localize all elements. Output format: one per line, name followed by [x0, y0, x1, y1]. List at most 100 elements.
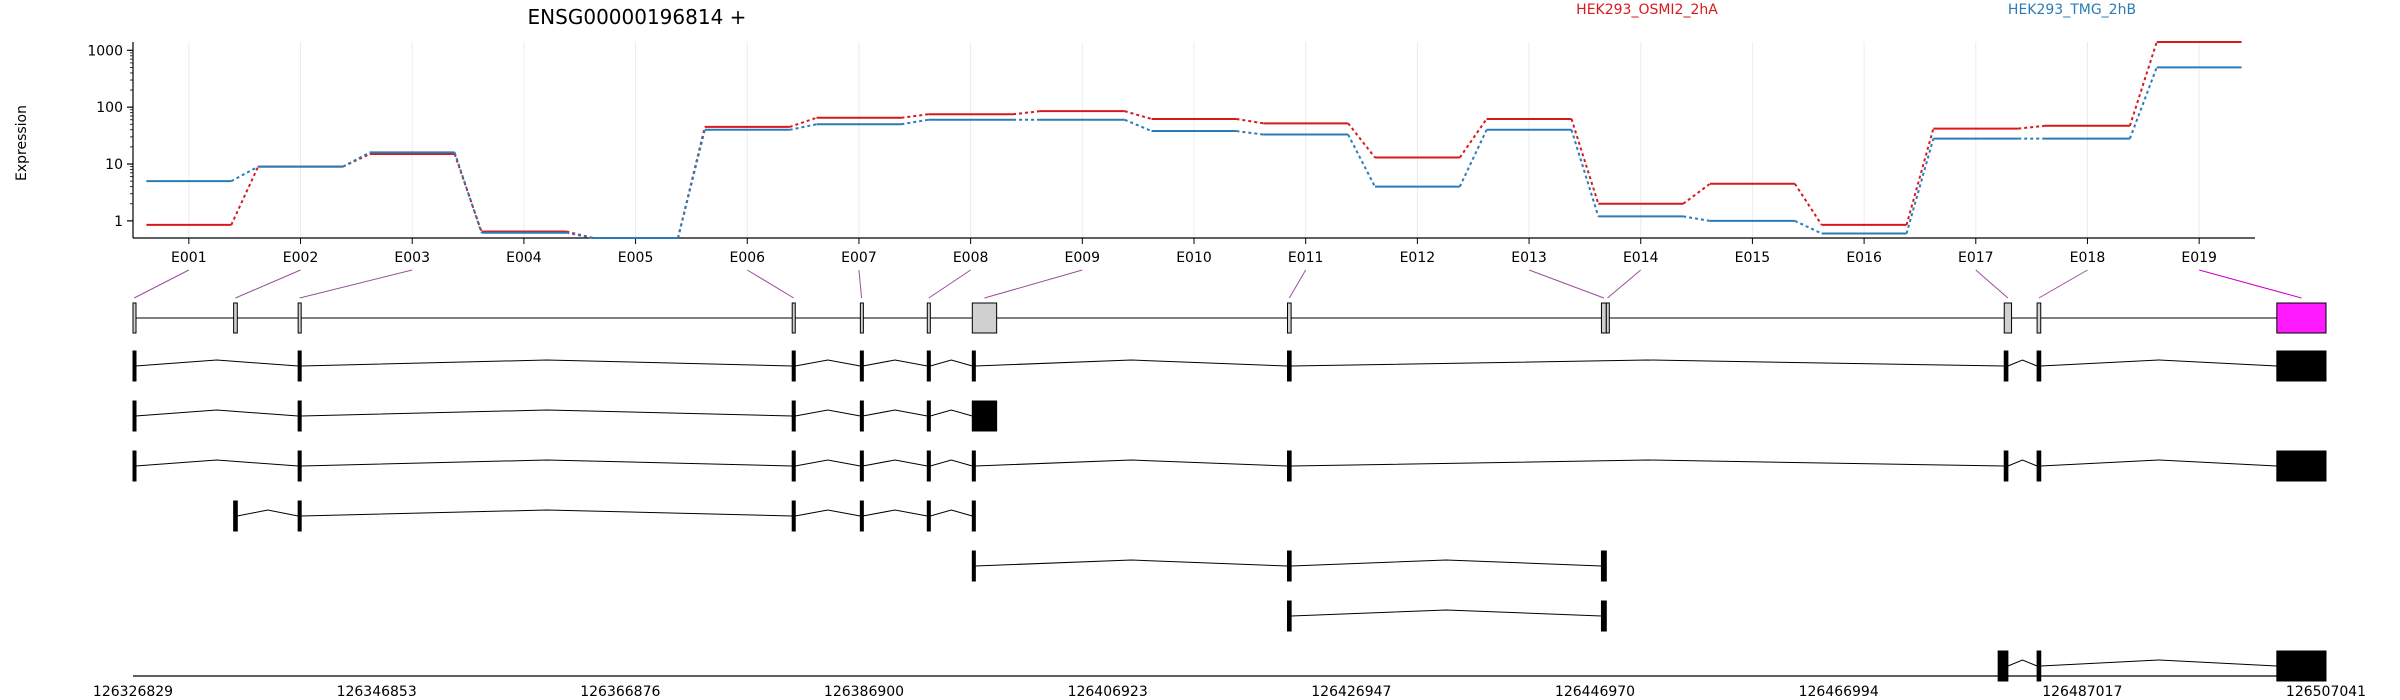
exon-block	[926, 500, 931, 532]
intron	[862, 359, 928, 367]
transcript-row	[233, 500, 976, 532]
exon-connectors	[133, 269, 2302, 299]
exon-block	[132, 400, 137, 432]
x-tick-label: E006	[729, 250, 765, 266]
intron	[795, 359, 861, 367]
intron	[135, 359, 299, 367]
series-connector	[230, 165, 259, 183]
x-tick-label: E002	[283, 250, 319, 266]
genome-tick-label: 126507041	[2286, 684, 2366, 700]
legend-item-series-2: HEK293_TMG_2hB	[2008, 2, 2136, 18]
exon-block	[859, 500, 864, 532]
exon-connector	[984, 269, 1083, 299]
series-connector	[677, 129, 706, 239]
exon-block	[297, 500, 302, 532]
intron	[862, 509, 928, 517]
exon-block	[971, 400, 998, 432]
intron	[1291, 609, 1602, 617]
exon-block	[297, 350, 302, 382]
transcript-row	[132, 450, 2327, 482]
gridlines	[188, 42, 2200, 238]
intron	[795, 509, 861, 517]
exon-block	[1286, 550, 1292, 582]
series-2	[146, 66, 2242, 239]
x-tick-label: E007	[841, 250, 877, 266]
flattened-gene-model	[132, 302, 2327, 334]
exon-block	[2036, 302, 2042, 334]
genome-tick-label: 126326829	[93, 684, 173, 700]
exon-block	[926, 350, 931, 382]
series-connector	[1570, 118, 1600, 205]
exon-block	[791, 350, 796, 382]
y-tick-label: 1000	[87, 43, 123, 59]
exon-connector	[1288, 269, 1307, 299]
series-connector	[566, 231, 594, 239]
series-connector	[453, 153, 483, 232]
intron	[975, 559, 1288, 567]
intron	[135, 409, 299, 417]
exon-block	[297, 400, 302, 432]
genome-tick-label: 126487017	[2042, 684, 2122, 700]
intron	[2040, 359, 2277, 367]
genome-tick-label: 126446970	[1555, 684, 1635, 700]
y-axis-label: Expression	[14, 105, 30, 181]
series-connector	[2018, 124, 2046, 130]
exon-block	[2036, 450, 2042, 482]
genome-tick-label: 126406923	[1068, 684, 1148, 700]
series-connector	[1794, 183, 1823, 226]
series-connector	[1905, 128, 1935, 226]
exon-block	[297, 302, 302, 334]
exon-block	[2276, 450, 2327, 482]
intron	[2040, 459, 2277, 467]
exon-block	[2003, 350, 2009, 382]
exon-block	[926, 450, 931, 482]
genome-tick-label: 126386900	[824, 684, 904, 700]
exon-block	[2276, 302, 2327, 334]
genome-tick-label: 126346853	[337, 684, 417, 700]
expression-series	[146, 41, 2242, 239]
exon-block	[859, 450, 864, 482]
exon-connector	[858, 269, 863, 299]
intron	[2007, 359, 2038, 367]
series-connector	[1458, 118, 1488, 159]
intron	[1291, 559, 1602, 567]
exon-connector	[2199, 269, 2302, 299]
y-tick-label: 100	[96, 100, 123, 116]
series-connector	[342, 151, 371, 168]
chart-title: ENSG00000196814 +	[528, 5, 747, 29]
x-tick-label: E019	[2181, 250, 2217, 266]
exon-connector	[1528, 269, 1605, 299]
intron	[1291, 359, 2005, 367]
exon-block	[971, 550, 976, 582]
exon-block	[791, 400, 796, 432]
x-tick-label: E010	[1176, 250, 1212, 266]
x-tick-label: E001	[171, 250, 207, 266]
x-tick-label: E015	[1735, 250, 1771, 266]
exon-block	[1600, 302, 1607, 334]
series-connector	[1347, 122, 1376, 159]
exon-block	[1997, 650, 2009, 682]
exon-block	[132, 302, 137, 334]
x-tick-label: E017	[1958, 250, 1994, 266]
x-tick-label: E011	[1288, 250, 1324, 266]
exon-block	[971, 450, 976, 482]
genome-tick-label: 126426947	[1311, 684, 1391, 700]
exon-block	[859, 302, 864, 334]
x-tick-label: E003	[394, 250, 430, 266]
exon-block	[971, 350, 976, 382]
exon-block	[1286, 450, 1292, 482]
exon-block	[1286, 600, 1292, 632]
x-tick-label: E005	[618, 250, 654, 266]
exon-connector	[299, 269, 413, 299]
intron	[135, 459, 299, 467]
x-tick-label: E014	[1623, 250, 1659, 266]
transcript-row	[971, 550, 1607, 582]
intron	[862, 409, 928, 417]
series-connector	[1458, 129, 1488, 188]
genome-axis: 126326829 126346853 126366876 126386900 1264…	[93, 675, 2366, 700]
exon-block	[1286, 302, 1292, 334]
series-connector	[453, 152, 483, 234]
exon-block	[1600, 550, 1607, 582]
intron	[862, 459, 928, 467]
intron	[795, 409, 861, 417]
